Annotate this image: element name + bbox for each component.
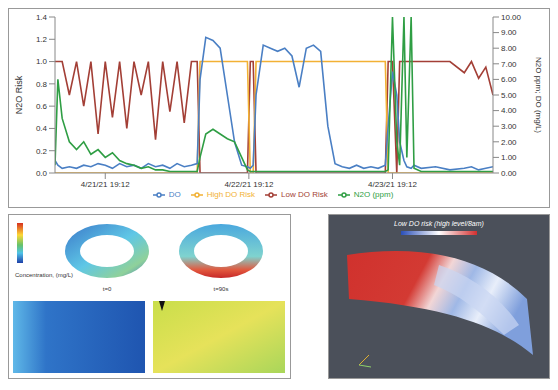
svg-text:Low DO risk (high level/8am): Low DO risk (high level/8am) [394, 220, 484, 228]
svg-text:4/23/21 19:12: 4/23/21 19:12 [368, 180, 417, 189]
svg-text:2.00: 2.00 [501, 138, 517, 147]
svg-text:0.4: 0.4 [36, 124, 48, 133]
html-text:DO: DO [168, 190, 181, 200]
svg-text:3.00: 3.00 [501, 122, 517, 131]
svg-text:1.2: 1.2 [36, 35, 48, 44]
svg-text:0.0: 0.0 [36, 169, 48, 178]
svg-text:1.00: 1.00 [501, 153, 517, 162]
html-text:High DO Risk: High DO Risk [206, 190, 256, 200]
svg-text:7.00: 7.00 [501, 60, 517, 69]
svg-text:1.0: 1.0 [36, 57, 48, 66]
svg-text:N2O ppm; DO (mg/L): N2O ppm; DO (mg/L) [534, 57, 543, 133]
svg-text:N2O Risk: N2O Risk [14, 75, 24, 114]
svg-text:4/21/21 19:12: 4/21/21 19:12 [81, 180, 130, 189]
svg-text:6.00: 6.00 [501, 75, 517, 84]
svg-text:4.00: 4.00 [501, 106, 517, 115]
svg-text:4/22/21 19:12: 4/22/21 19:12 [224, 180, 273, 189]
svg-text:Concentration, (mg/L): Concentration, (mg/L) [15, 272, 73, 278]
svg-text:9.00: 9.00 [501, 28, 517, 37]
svg-text:0.00: 0.00 [501, 169, 517, 178]
html-text:Low DO Risk: Low DO Risk [281, 190, 328, 200]
svg-text:t=90s: t=90s [214, 286, 229, 292]
svg-text:1.4: 1.4 [36, 13, 48, 22]
svg-text:0.2: 0.2 [36, 147, 48, 156]
html-text:N2O (ppm): N2O (ppm) [353, 190, 394, 200]
svg-text:0.8: 0.8 [36, 80, 48, 89]
svg-text:8.00: 8.00 [501, 44, 517, 53]
svg-text:5.00: 5.00 [501, 91, 517, 100]
svg-text:10.00: 10.00 [501, 13, 522, 22]
svg-text:0.6: 0.6 [36, 102, 48, 111]
svg-text:t=0: t=0 [103, 286, 112, 292]
